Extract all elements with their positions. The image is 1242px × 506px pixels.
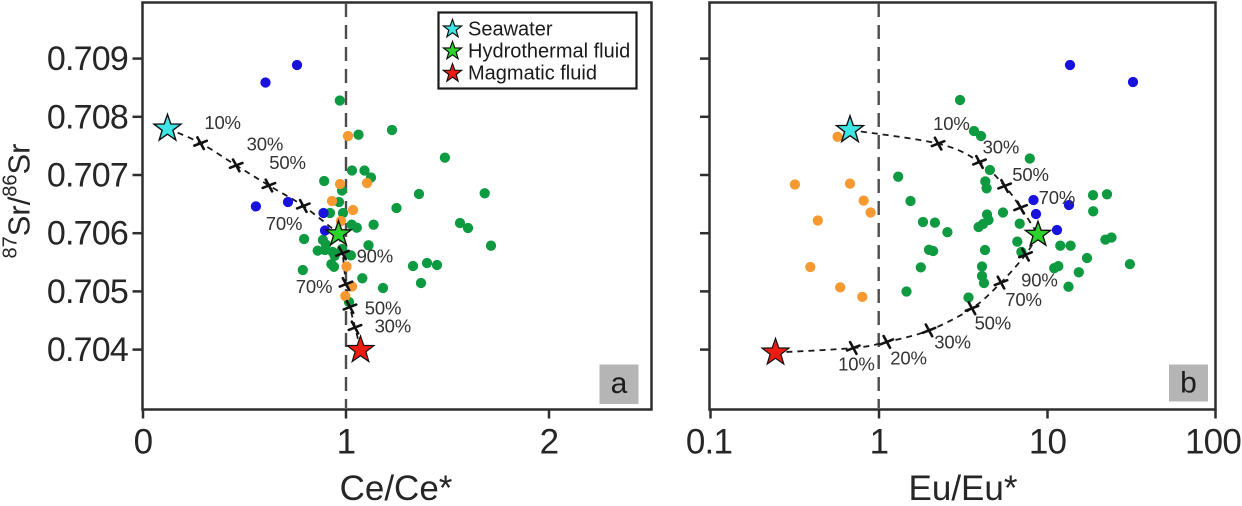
svg-text:100: 100: [1185, 423, 1241, 462]
svg-text:10%: 10%: [838, 354, 874, 375]
svg-text:30%: 30%: [983, 137, 1019, 158]
svg-text:Seawater: Seawater: [468, 19, 553, 41]
svg-text:2: 2: [540, 423, 559, 462]
svg-text:b: b: [1180, 367, 1197, 400]
svg-text:0.706: 0.706: [47, 215, 128, 253]
svg-text:50%: 50%: [975, 313, 1011, 334]
svg-text:30%: 30%: [375, 316, 411, 337]
svg-text:10: 10: [1029, 423, 1067, 462]
svg-text:0.1: 0.1: [686, 423, 732, 462]
svg-text:0.705: 0.705: [47, 273, 128, 311]
svg-text:70%: 70%: [296, 276, 332, 297]
svg-text:30%: 30%: [934, 332, 970, 353]
svg-text:50%: 50%: [365, 298, 401, 319]
svg-text:Magmatic fluid: Magmatic fluid: [468, 63, 597, 85]
svg-text:50%: 50%: [1012, 164, 1048, 185]
svg-text:1: 1: [337, 423, 356, 462]
svg-text:70%: 70%: [266, 213, 302, 234]
svg-text:20%: 20%: [890, 348, 926, 369]
svg-text:86: 86: [0, 174, 22, 196]
svg-text:Eu/Eu*: Eu/Eu*: [909, 469, 1018, 501]
svg-text:0.707: 0.707: [47, 157, 128, 195]
svg-text:87: 87: [0, 236, 22, 258]
svg-text:0.704: 0.704: [47, 331, 128, 369]
svg-text:70%: 70%: [1039, 187, 1075, 208]
svg-text:Ce/Ce*: Ce/Ce*: [340, 469, 453, 501]
svg-text:70%: 70%: [1005, 289, 1041, 310]
svg-text:Sr: Sr: [2, 144, 37, 175]
svg-text:90%: 90%: [1021, 269, 1057, 290]
svg-text:0.709: 0.709: [47, 40, 128, 78]
svg-text:90%: 90%: [357, 246, 393, 267]
svg-text:30%: 30%: [247, 134, 283, 155]
svg-text:1: 1: [870, 423, 889, 462]
svg-text:50%: 50%: [269, 152, 305, 173]
svg-text:Hydrothermal fluid: Hydrothermal fluid: [468, 41, 630, 63]
svg-text:10%: 10%: [204, 112, 240, 133]
svg-text:10%: 10%: [933, 113, 969, 134]
svg-text:0.708: 0.708: [47, 98, 128, 136]
svg-text:Sr/: Sr/: [2, 196, 37, 236]
svg-text:a: a: [611, 367, 628, 400]
svg-text:0: 0: [134, 423, 153, 462]
